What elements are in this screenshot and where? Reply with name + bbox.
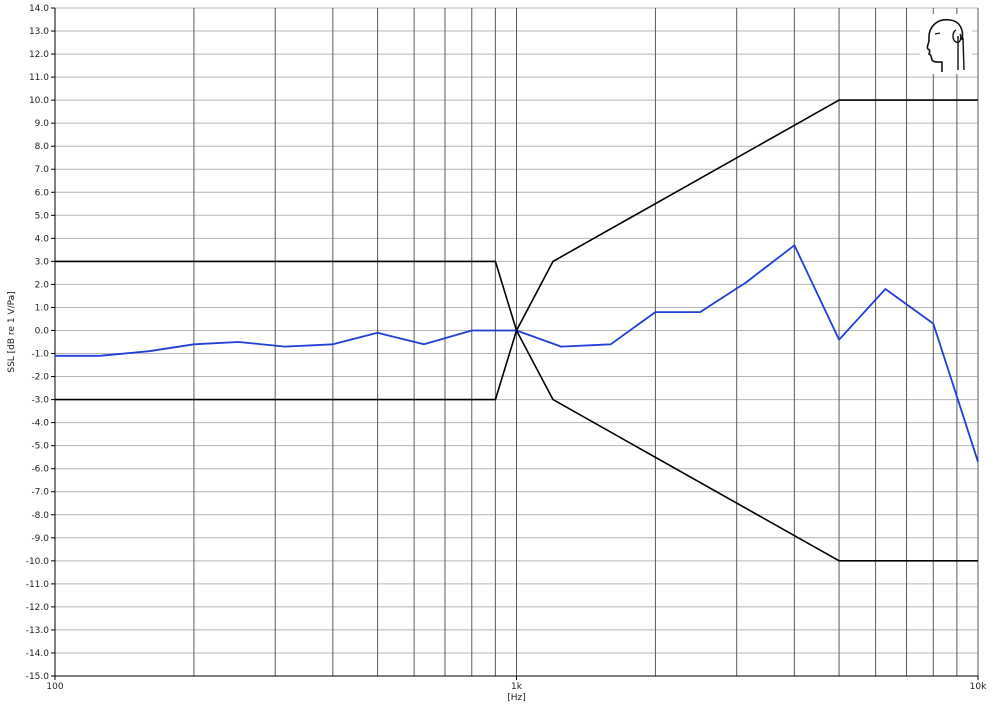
y-tick-label: 9.0 bbox=[35, 119, 50, 129]
y-tick-label: 11.0 bbox=[29, 73, 49, 83]
y-tick-label: -1.0 bbox=[31, 350, 49, 360]
y-tick-label: 4.0 bbox=[35, 234, 50, 244]
lower-tolerance-line bbox=[55, 329, 978, 562]
y-tick-label: -8.0 bbox=[31, 511, 49, 521]
y-tick-label: 10.0 bbox=[29, 96, 49, 106]
x-tick-label: 100 bbox=[46, 682, 63, 692]
y-tick-label: 5.0 bbox=[35, 211, 50, 221]
y-tick-label: -5.0 bbox=[31, 442, 49, 452]
y-tick-label: -10.0 bbox=[26, 557, 50, 567]
y-tick-label: -14.0 bbox=[26, 649, 50, 659]
y-tick-label: -3.0 bbox=[31, 396, 49, 406]
y-tick-label: 14.0 bbox=[29, 4, 49, 14]
y-tick-label: -15.0 bbox=[26, 672, 50, 682]
x-tick-label: 10k bbox=[970, 682, 987, 692]
y-tick-label: 7.0 bbox=[35, 165, 50, 175]
y-tick-label: 13.0 bbox=[29, 27, 49, 37]
y-tick-label: 12.0 bbox=[29, 50, 49, 60]
x-axis-label: [Hz] bbox=[507, 693, 526, 703]
y-tick-label: 2.0 bbox=[35, 280, 50, 290]
y-tick-label: -2.0 bbox=[31, 373, 49, 383]
y-axis-label: SSL [dB re 1 V/Pa] bbox=[7, 291, 17, 372]
y-tick-label: -7.0 bbox=[31, 488, 49, 498]
x-tick-label: 1k bbox=[511, 682, 523, 692]
y-tick-label: -12.0 bbox=[26, 603, 50, 613]
y-tick-label: -11.0 bbox=[26, 580, 50, 590]
y-tick-label: -4.0 bbox=[31, 419, 49, 429]
upper-tolerance-line bbox=[55, 99, 978, 332]
y-tick-label: 8.0 bbox=[35, 142, 50, 152]
y-tick-label: -13.0 bbox=[26, 626, 50, 636]
y-tick-label: -6.0 bbox=[31, 465, 49, 475]
y-tick-label: -9.0 bbox=[31, 534, 49, 544]
y-tick-label: 1.0 bbox=[35, 303, 50, 313]
y-tick-label: 6.0 bbox=[35, 188, 50, 198]
head-icon bbox=[920, 14, 972, 74]
y-tick-label: 0.0 bbox=[35, 326, 50, 336]
y-tick-label: 3.0 bbox=[35, 257, 50, 267]
